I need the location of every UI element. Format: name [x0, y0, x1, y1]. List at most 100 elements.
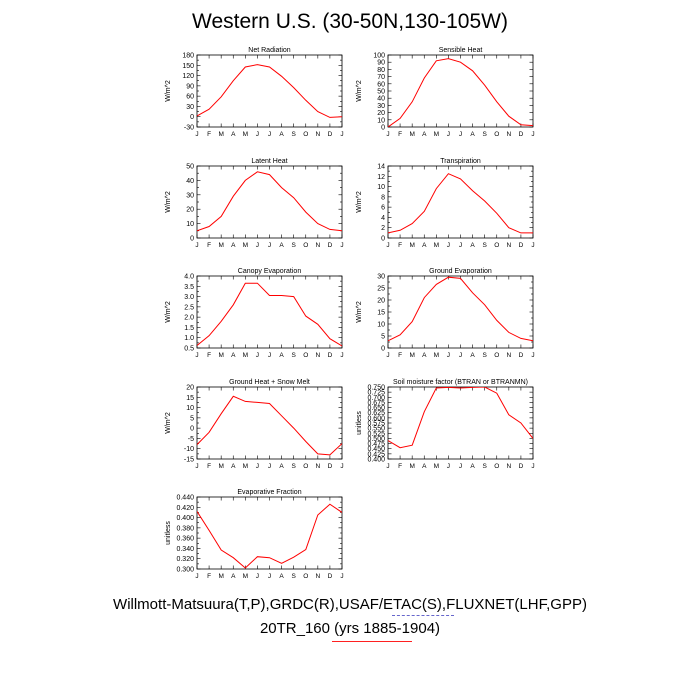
x-tick-label: M: [434, 242, 439, 249]
y-tick-label: 1.5: [184, 325, 194, 332]
x-tick-label: A: [422, 352, 427, 359]
y-tick-label: 40: [186, 178, 194, 185]
y-axis-label: unitless: [165, 521, 172, 545]
y-axis-label: W/m^2: [356, 301, 363, 323]
y-tick-label: 0.380: [176, 525, 194, 532]
y-tick-label: 0.300: [176, 567, 194, 574]
y-axis-label: W/m^2: [165, 191, 172, 213]
x-tick-label: J: [195, 573, 198, 580]
x-tick-label: M: [243, 242, 248, 249]
y-tick-label: -30: [184, 125, 194, 132]
y-axis-label: W/m^2: [165, 412, 172, 434]
x-tick-label: J: [268, 242, 271, 249]
x-tick-label: J: [340, 352, 343, 359]
y-tick-label: 50: [186, 164, 194, 171]
y-tick-label: -15: [184, 457, 194, 464]
plot-frame: [196, 54, 343, 128]
x-tick-label: A: [422, 463, 427, 470]
panel-title: Net Radiation: [248, 47, 291, 54]
x-tick-label: N: [506, 131, 511, 138]
y-tick-label: 0.575: [367, 421, 385, 428]
y-axis-label: unitless: [356, 411, 363, 435]
y-tick-label: 0: [190, 426, 194, 433]
series-line: [197, 64, 342, 118]
y-tick-label: 8: [381, 194, 385, 201]
x-tick-label: M: [409, 242, 414, 249]
x-tick-label: O: [494, 463, 499, 470]
y-tick-label: 0.500: [367, 436, 385, 443]
x-tick-label: S: [482, 131, 487, 138]
x-tick-label: J: [531, 131, 534, 138]
y-tick-label: 0.400: [367, 457, 385, 464]
y-tick-label: 2: [381, 225, 385, 232]
panel-title: Evaporative Fraction: [237, 489, 301, 496]
x-tick-label: D: [328, 131, 333, 138]
y-tick-label: -5: [188, 436, 194, 443]
chart-panel: Sensible Heat W/m^2 0102030405060708090100…: [356, 47, 535, 138]
x-tick-label: D: [328, 352, 333, 359]
x-tick-label: N: [315, 352, 320, 359]
x-tick-label: D: [519, 352, 524, 359]
x-tick-label: D: [519, 131, 524, 138]
x-tick-label: A: [470, 463, 475, 470]
y-tick-label: 50: [377, 89, 385, 96]
y-axis-label: W/m^2: [356, 191, 363, 213]
x-tick-label: F: [207, 352, 211, 359]
x-tick-label: O: [494, 242, 499, 249]
x-tick-label: J: [531, 242, 534, 249]
x-tick-label: F: [207, 242, 211, 249]
x-tick-label: J: [195, 463, 198, 470]
x-tick-label: A: [470, 352, 475, 359]
data-source-caption: Willmott-Matsuura(T,P),GRDC(R),USAF/ETAC…: [113, 596, 587, 613]
x-tick-label: A: [231, 573, 236, 580]
x-tick-label: O: [303, 242, 308, 249]
x-tick-label: J: [268, 352, 271, 359]
y-tick-label: 80: [377, 67, 385, 74]
y-tick-label: 0.550: [367, 426, 385, 433]
y-tick-label: 0: [190, 114, 194, 121]
y-tick-label: 180: [182, 53, 194, 60]
y-axis-label: W/m^2: [165, 301, 172, 323]
x-tick-label: M: [243, 573, 248, 580]
x-tick-label: M: [243, 463, 248, 470]
y-tick-label: 20: [186, 385, 194, 392]
y-tick-label: 70: [377, 74, 385, 81]
x-tick-label: J: [386, 463, 389, 470]
x-tick-label: S: [291, 131, 296, 138]
plot-frame: [387, 54, 534, 128]
x-tick-label: N: [506, 463, 511, 470]
y-tick-label: 20: [186, 207, 194, 214]
x-tick-label: J: [447, 242, 450, 249]
x-tick-label: J: [386, 352, 389, 359]
y-tick-label: 15: [377, 310, 385, 317]
x-tick-label: D: [328, 573, 333, 580]
series-line: [388, 276, 533, 342]
page-title: Western U.S. (30-50N,130-105W): [192, 10, 508, 33]
x-tick-label: S: [482, 352, 487, 359]
series-line: [197, 395, 342, 456]
y-tick-label: 0.360: [176, 536, 194, 543]
x-tick-label: M: [434, 131, 439, 138]
y-tick-label: 0.420: [176, 505, 194, 512]
y-tick-label: 90: [186, 83, 194, 90]
x-tick-label: J: [340, 463, 343, 470]
x-tick-label: S: [291, 352, 296, 359]
x-tick-label: M: [218, 352, 223, 359]
y-tick-label: 90: [377, 60, 385, 67]
panel-title: Latent Heat: [251, 158, 287, 165]
x-tick-label: A: [231, 463, 236, 470]
x-tick-label: N: [506, 352, 511, 359]
x-tick-label: N: [315, 573, 320, 580]
x-tick-label: J: [256, 463, 259, 470]
x-tick-label: M: [409, 463, 414, 470]
x-tick-label: A: [231, 352, 236, 359]
x-tick-label: J: [268, 131, 271, 138]
plot-frame: [387, 165, 534, 239]
y-tick-label: 120: [182, 73, 194, 80]
x-tick-label: J: [447, 131, 450, 138]
y-tick-label: 0.320: [176, 556, 194, 563]
x-tick-label: F: [398, 242, 402, 249]
y-tick-label: 2.0: [184, 315, 194, 322]
